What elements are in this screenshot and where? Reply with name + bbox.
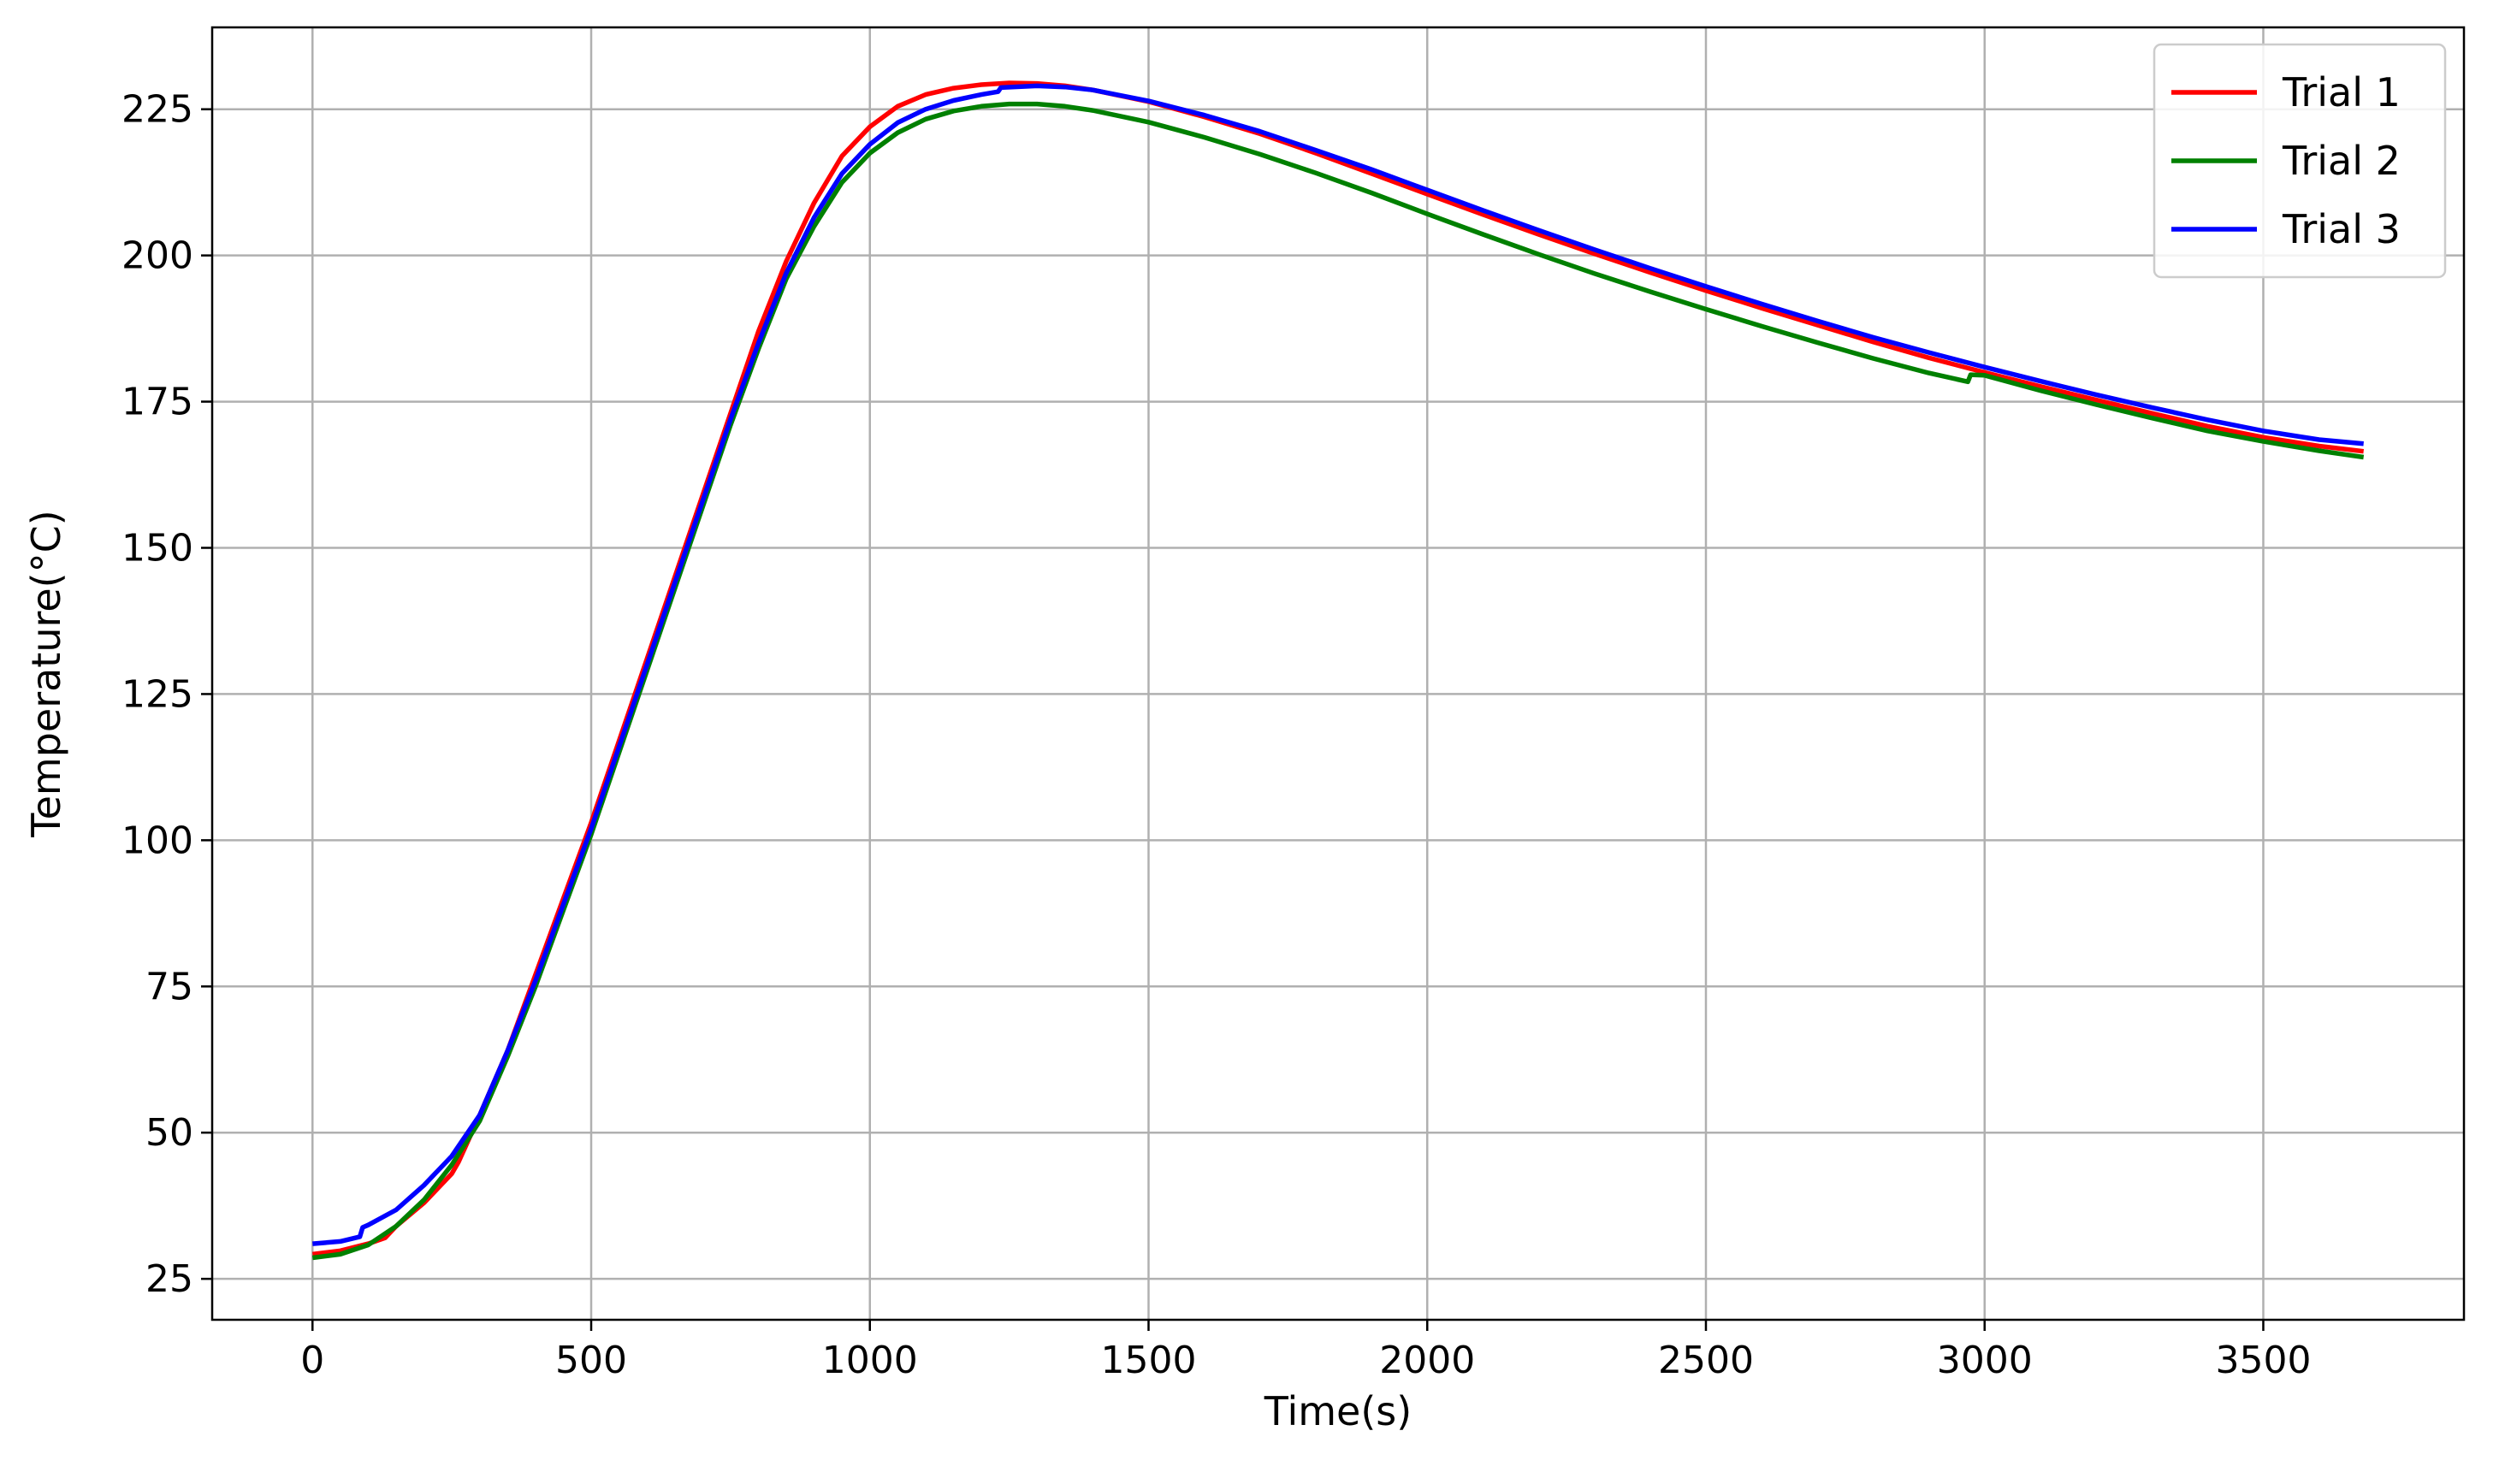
x-axis-label: Time(s) [1264, 1388, 1412, 1434]
legend-label: Trial 3 [2282, 206, 2401, 252]
y-tick-label: 100 [121, 819, 193, 862]
series-lines [311, 80, 2365, 1261]
x-tick-label: 3500 [2215, 1339, 2311, 1382]
y-tick-label: 175 [121, 381, 193, 424]
x-tick-label: 500 [555, 1339, 627, 1382]
legend-label: Trial 2 [2282, 138, 2401, 184]
y-tick-label: 125 [121, 672, 193, 716]
x-tick-label: 2000 [1379, 1339, 1475, 1382]
x-tick-label: 1000 [822, 1339, 918, 1382]
y-tick-label: 200 [121, 234, 193, 278]
y-tick-label: 25 [145, 1257, 193, 1301]
legend-label: Trial 1 [2282, 69, 2401, 115]
y-tick-label: 50 [145, 1111, 193, 1155]
y-tick-label: 75 [145, 965, 193, 1008]
legend: Trial 1 Trial 2 Trial 3 [2153, 43, 2447, 279]
y-axis-label: Temperature(°C) [23, 510, 69, 837]
y-tick-label: 150 [121, 527, 193, 571]
plot-area-frame [210, 26, 2466, 1321]
y-tick-label: 225 [121, 88, 193, 132]
x-tick-label: 2500 [1658, 1339, 1754, 1382]
x-tick-label: 0 [300, 1339, 324, 1382]
axis-ticks: 0 500 1000 1500 2000 2500 3000 3500 25 50 75 100 125… [121, 88, 2311, 1382]
series-line-trial-3 [312, 83, 2364, 1246]
x-tick-label: 1500 [1101, 1339, 1197, 1382]
x-tick-label: 3000 [1937, 1339, 2033, 1382]
legend-box [2153, 43, 2447, 279]
